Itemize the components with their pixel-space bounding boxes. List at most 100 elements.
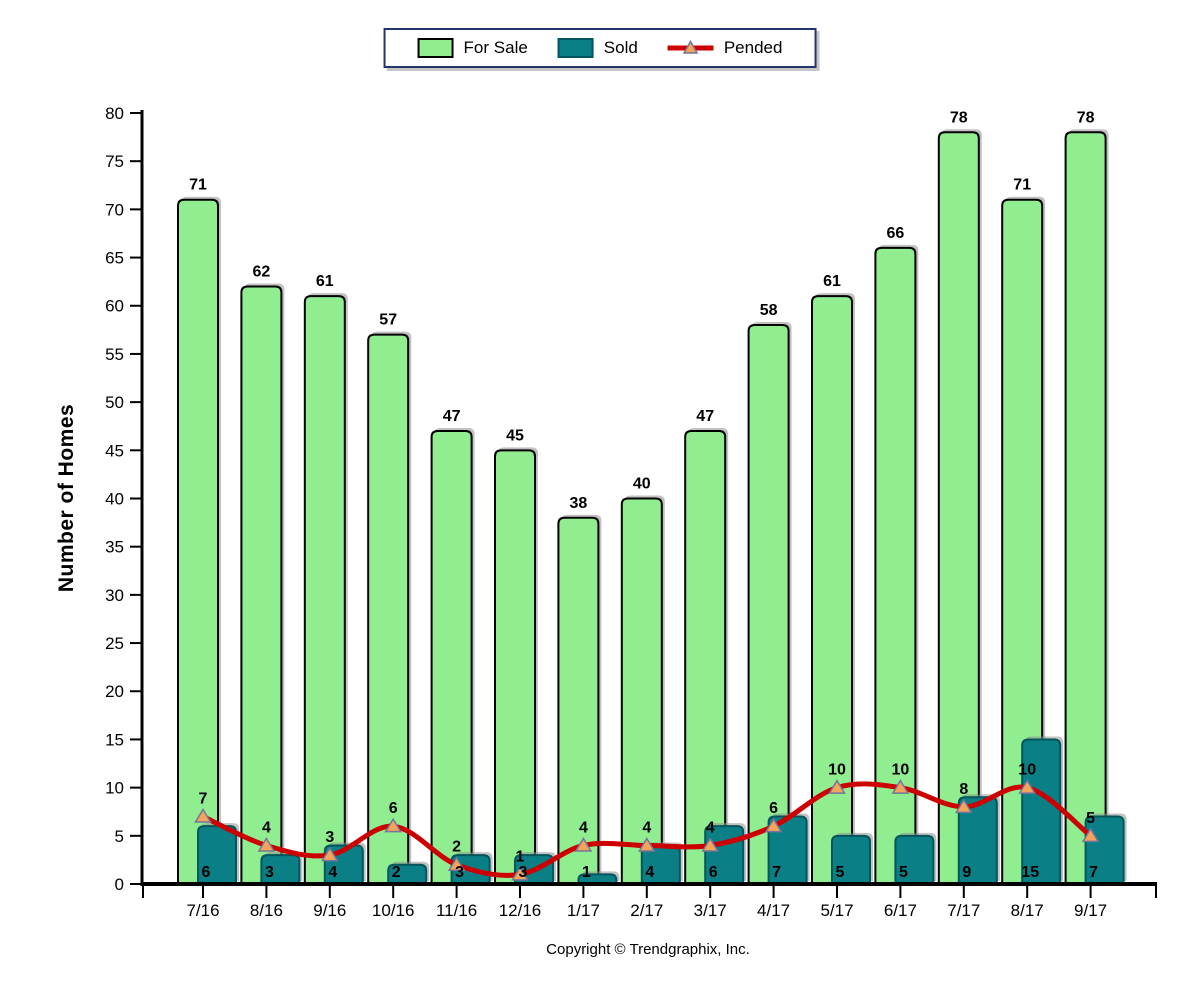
for-sale-bar (747, 324, 790, 885)
sold-value-label: 2 (392, 864, 401, 881)
x-tick-label: 9/17 (1074, 901, 1107, 920)
sold-bar (831, 834, 871, 885)
pended-marker-icon (511, 865, 529, 881)
for-sale-value-label: 78 (950, 109, 968, 126)
x-tick-label: 3/17 (694, 901, 727, 920)
y-tick-label: 80 (105, 104, 124, 123)
pended-marker-icon (574, 836, 593, 852)
for-sale-swatch-icon (417, 38, 454, 58)
x-tick-label: 10/16 (372, 901, 415, 920)
x-tick-label: 6/17 (884, 901, 917, 920)
y-tick-label: 40 (105, 489, 124, 508)
legend-item-for-sale: For Sale (417, 38, 528, 58)
copyright-text: Copyright © Trendgraphix, Inc. (546, 941, 750, 958)
pended-value-label: 1 (516, 848, 525, 865)
pended-value-label: 5 (1086, 810, 1095, 827)
legend-item-pended: Pended (667, 38, 782, 58)
pended-value-label: 2 (452, 839, 461, 856)
pended-marker-icon (1018, 779, 1037, 794)
pended-line-marker-icon (667, 40, 714, 54)
x-tick-label: 4/17 (757, 901, 790, 920)
y-tick-label: 5 (115, 827, 124, 846)
for-sale-value-label: 78 (1077, 109, 1095, 126)
x-tick-label: 12/16 (499, 901, 542, 920)
pended-marker-icon (954, 798, 973, 814)
x-tick-label: 8/16 (250, 901, 283, 920)
pended-value-label: 8 (959, 781, 968, 798)
for-sale-bar (811, 295, 853, 885)
sold-bar (1084, 815, 1125, 885)
legend-item-sold: Sold (557, 38, 638, 58)
for-sale-value-label: 57 (379, 312, 397, 329)
x-tick-label: 5/17 (820, 901, 853, 920)
sold-value-label: 7 (772, 864, 781, 881)
for-sale-value-label: 45 (506, 427, 524, 444)
sold-value-label: 3 (265, 864, 274, 881)
pended-value-label: 4 (706, 819, 715, 836)
legend-label-for-sale: For Sale (463, 38, 528, 57)
for-sale-bar (620, 497, 663, 885)
for-sale-value-label: 66 (887, 225, 905, 242)
for-sale-value-label: 58 (760, 302, 778, 319)
x-tick-label: 1/17 (567, 901, 600, 920)
pended-value-label: 10 (1018, 762, 1036, 779)
pended-marker-icon (764, 817, 783, 833)
for-sale-value-label: 71 (189, 177, 207, 194)
pended-value-label: 4 (642, 819, 651, 836)
pended-value-label: 6 (389, 800, 398, 817)
y-tick-label: 60 (105, 297, 124, 316)
pended-value-label: 10 (892, 762, 910, 779)
for-sale-bar (367, 333, 410, 885)
sold-value-label: 5 (836, 864, 845, 881)
sold-bar (767, 815, 808, 885)
x-tick-label: 7/17 (947, 901, 980, 920)
pended-marker-icon (701, 836, 720, 852)
for-sale-bar (303, 295, 346, 885)
for-sale-bar (1064, 131, 1107, 885)
pended-value-label: 7 (199, 791, 208, 808)
sold-value-label: 15 (1021, 864, 1039, 881)
for-sale-value-label: 38 (570, 495, 588, 512)
for-sale-value-label: 62 (253, 263, 271, 280)
sold-bar (1021, 738, 1062, 885)
sold-value-label: 5 (899, 864, 908, 881)
sold-value-label: 4 (328, 864, 337, 881)
for-sale-value-label: 71 (1013, 177, 1031, 194)
pended-value-label: 4 (262, 819, 271, 836)
for-sale-bar (240, 285, 283, 885)
y-tick-label: 75 (105, 152, 124, 171)
for-sale-bar (1001, 198, 1044, 885)
pended-marker-icon (320, 846, 339, 862)
pended-marker-icon (384, 817, 403, 833)
legend-label-sold: Sold (603, 38, 638, 57)
y-tick-label: 55 (105, 345, 124, 364)
for-sale-bar (937, 131, 980, 885)
for-sale-value-label: 40 (633, 476, 651, 493)
sold-value-label: 9 (962, 864, 971, 881)
sold-swatch-icon (557, 38, 594, 58)
pended-value-label: 6 (769, 800, 778, 817)
for-sale-value-label: 47 (696, 408, 714, 425)
x-tick-label: 8/17 (1011, 901, 1044, 920)
sold-value-label: 3 (455, 864, 464, 881)
pended-value-label: 10 (828, 762, 846, 779)
y-tick-label: 15 (105, 730, 124, 749)
sold-value-label: 6 (202, 864, 211, 881)
sold-bar (894, 834, 935, 885)
for-sale-value-label: 61 (316, 273, 334, 290)
for-sale-bar (494, 449, 536, 885)
y-tick-label: 45 (105, 441, 124, 460)
pended-marker-icon (257, 836, 276, 852)
sold-value-label: 6 (709, 864, 718, 881)
sold-value-label: 1 (582, 864, 591, 881)
y-tick-label: 10 (105, 779, 124, 798)
y-tick-label: 0 (115, 875, 124, 894)
pended-value-label: 4 (579, 819, 588, 836)
pended-marker-icon (828, 779, 846, 794)
for-sale-bar (874, 246, 917, 885)
sold-bar (387, 863, 428, 885)
y-tick-label: 20 (105, 682, 124, 701)
for-sale-bar (177, 198, 219, 885)
pended-marker-icon (637, 836, 656, 852)
